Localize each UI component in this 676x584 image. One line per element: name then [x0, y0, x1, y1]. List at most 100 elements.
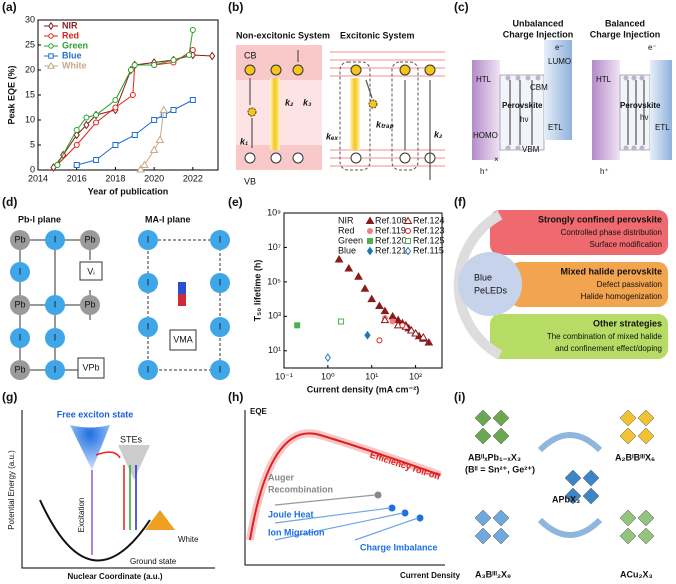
site: [80, 230, 100, 250]
site-label: Pb: [84, 234, 95, 244]
marker: [344, 263, 354, 272]
x-tick-label: 10²: [409, 371, 422, 381]
site-label: I: [219, 234, 222, 244]
site-label: I: [147, 321, 150, 331]
octahedron: [637, 427, 655, 445]
cb: CB: [244, 50, 257, 60]
c-title: Unbalanced: [512, 18, 563, 28]
y-tick-label: 10⁹: [267, 207, 281, 217]
marker: [364, 330, 371, 340]
octahedron: [582, 469, 600, 487]
panel-label: (b): [228, 0, 243, 14]
legend-group: Green: [338, 235, 363, 245]
vacancy-box: [169, 329, 197, 351]
d-right-title: MA-I plane: [145, 214, 191, 224]
holes: [244, 152, 436, 164]
panel-h: EQE Efficiency roll-off Auger Recombinat…: [244, 407, 461, 580]
auger: Recombination: [268, 484, 333, 494]
legend-group: Red: [338, 225, 355, 235]
vb: VB: [244, 176, 256, 186]
g-xlabel: Nuclear Coordinate (a.u.): [67, 572, 162, 581]
plot-frame: [283, 212, 443, 369]
auger: Auger: [268, 472, 295, 482]
site: [10, 262, 30, 282]
site: [45, 328, 65, 348]
x-tick-label: 10¹: [365, 371, 378, 381]
exciton-boxes: [339, 61, 419, 171]
stes: STEs: [120, 434, 143, 444]
x-axis-label: Year of publication: [88, 186, 169, 196]
axes: [21, 410, 215, 569]
htl: HTL: [476, 75, 492, 84]
marker: [380, 306, 390, 315]
marker: [403, 216, 413, 224]
site-label: I: [54, 234, 57, 244]
h: h⁺: [600, 167, 609, 176]
marker: [367, 294, 377, 303]
electrons: [244, 64, 436, 117]
y-tick-label: 5: [30, 139, 35, 149]
ma-ion: [178, 282, 186, 294]
octahedron: [492, 427, 510, 445]
panel-c: Unbalanced Charge Injection Balanced Cha…: [472, 18, 672, 176]
eqe-curve: [249, 432, 441, 541]
site: [210, 360, 230, 380]
vi: Vᵢ: [87, 266, 94, 276]
site: [138, 360, 158, 380]
legend-label: Ref.120: [375, 235, 407, 245]
marker: [149, 145, 159, 153]
marker: [189, 97, 196, 103]
d-left-title: Pb-I plane: [18, 214, 61, 224]
marker: [93, 157, 100, 163]
dot: [388, 504, 396, 512]
legend-label: Ref.125: [413, 235, 445, 245]
white: White: [178, 535, 199, 544]
site: [45, 295, 65, 315]
octahedron: [474, 527, 492, 545]
site: [10, 295, 30, 315]
panel-f: Strongly confined perovskite Controlled …: [453, 210, 668, 360]
site-label: Pb: [14, 299, 25, 309]
excitation: Excitation: [77, 498, 86, 533]
c-title: Charge Injection: [503, 29, 574, 39]
center-label: Blue: [474, 272, 492, 282]
carriers: [505, 75, 645, 151]
marker: [93, 112, 100, 118]
legend-label: Ref.115: [413, 245, 444, 255]
ion: Ion Migration: [268, 527, 325, 537]
perovskite: Perovskite: [620, 101, 661, 110]
marker: [159, 105, 169, 113]
marker: [136, 165, 145, 173]
site-label: I: [19, 332, 22, 342]
site-label: I: [54, 299, 57, 309]
center: APbX₃: [552, 494, 580, 504]
marker: [366, 246, 374, 256]
x-tick-label: 2022: [183, 173, 203, 183]
k2r: k₂: [434, 129, 443, 139]
hv: hν: [640, 113, 648, 122]
vbm: VBM: [522, 145, 540, 154]
htl-layer: [472, 60, 500, 160]
octahedron: [619, 427, 637, 445]
strategy-item: Defect passivation: [597, 280, 662, 289]
strategy-item: and confinement effect/doping: [555, 344, 662, 353]
marker: [189, 27, 196, 33]
site: [210, 273, 230, 293]
octahedron: [582, 487, 600, 505]
vacancy-box: [77, 357, 105, 379]
panel-i: ABᴵᴵₓPb₁₋ₓX₃ (Bᴵᴵ = Sn²⁺, Ge²⁺) A₂BᴵBᴵᴵᴵ…: [465, 409, 655, 579]
carrier-arrows: [509, 80, 645, 145]
legend-label: Ref.119: [375, 225, 406, 235]
site-label: I: [219, 321, 222, 331]
y-tick-label: 25: [25, 39, 35, 49]
marker: [209, 51, 216, 61]
y-tick-label: 15: [25, 89, 35, 99]
free-exciton-cone: [70, 425, 110, 470]
pointer-lines: [274, 494, 419, 541]
marker: [73, 162, 80, 168]
marker: [375, 301, 384, 309]
y-tick-label: 10⁵: [267, 276, 281, 286]
g-ylabel: Potential Energy (a.u.): [7, 450, 16, 530]
site: [138, 230, 158, 250]
marker: [170, 57, 177, 63]
